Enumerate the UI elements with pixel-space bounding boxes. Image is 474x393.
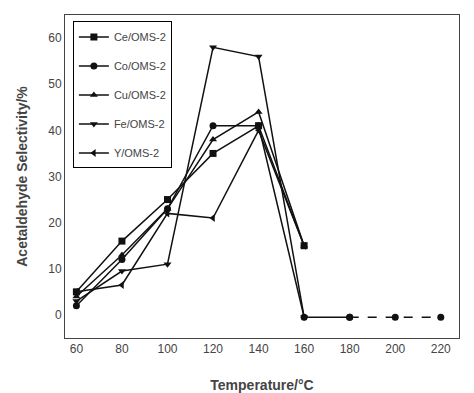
svg-text:Cu/OMS-2: Cu/OMS-2 [114, 89, 166, 101]
svg-text:0: 0 [55, 308, 62, 322]
svg-text:20: 20 [48, 216, 62, 230]
svg-text:Temperature/°C: Temperature/°C [210, 377, 313, 393]
svg-text:Co/OMS-2: Co/OMS-2 [114, 60, 166, 72]
svg-text:200: 200 [385, 342, 405, 356]
svg-text:180: 180 [340, 342, 360, 356]
svg-text:Fe/OMS-2: Fe/OMS-2 [114, 118, 165, 130]
svg-text:60: 60 [70, 342, 84, 356]
svg-text:160: 160 [294, 342, 314, 356]
svg-text:50: 50 [48, 77, 62, 91]
svg-text:40: 40 [48, 124, 62, 138]
svg-text:120: 120 [203, 342, 223, 356]
svg-text:Y/OMS-2: Y/OMS-2 [114, 147, 159, 159]
svg-text:30: 30 [48, 170, 62, 184]
svg-text:Ce/OMS-2: Ce/OMS-2 [114, 31, 166, 43]
svg-text:220: 220 [431, 342, 451, 356]
svg-text:Acetaldehyde Selectivity/%: Acetaldehyde Selectivity/% [14, 86, 30, 267]
svg-text:80: 80 [115, 342, 129, 356]
svg-text:100: 100 [157, 342, 177, 356]
svg-text:140: 140 [249, 342, 269, 356]
svg-text:60: 60 [48, 31, 62, 45]
svg-text:10: 10 [48, 262, 62, 276]
